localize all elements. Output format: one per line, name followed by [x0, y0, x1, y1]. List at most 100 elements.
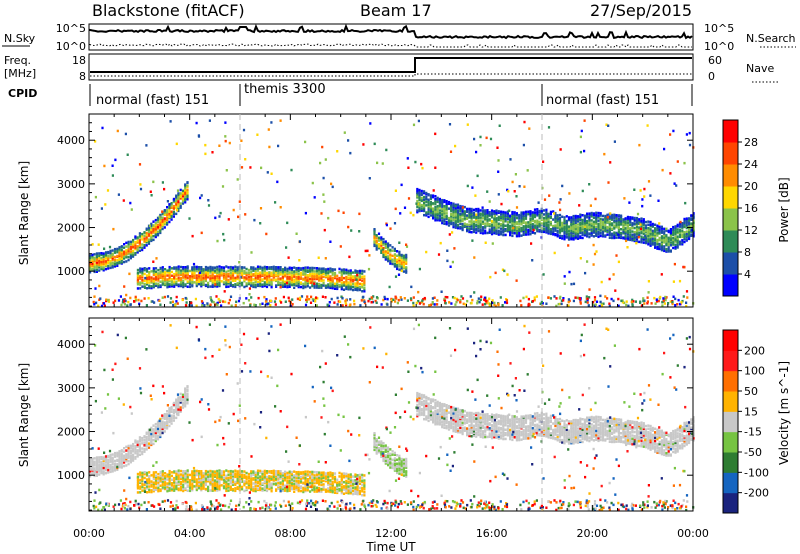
data-cell [416, 205, 419, 209]
data-cell [318, 282, 321, 286]
data-cell [599, 232, 602, 235]
data-cell [456, 226, 460, 230]
data-cell [656, 228, 659, 231]
data-cell [129, 256, 132, 260]
data-cell [558, 213, 562, 217]
data-cell [658, 247, 661, 251]
data-cell [576, 296, 579, 300]
data-cell [581, 229, 584, 232]
data-cell [597, 219, 600, 222]
data-cell [322, 275, 325, 279]
data-cell [243, 279, 246, 283]
data-cell [452, 218, 455, 222]
data-cell [202, 472, 205, 475]
data-cell [310, 281, 313, 284]
data-cell [152, 435, 155, 438]
data-cell [656, 243, 659, 246]
data-cell [296, 297, 299, 301]
data-cell [677, 298, 680, 302]
data-cell [543, 218, 546, 221]
data-cell [635, 229, 639, 233]
data-cell [129, 449, 132, 453]
data-cell [588, 296, 591, 299]
data-cell [288, 275, 291, 279]
data-cell [681, 222, 684, 225]
data-cell [692, 215, 695, 219]
data-cell [89, 266, 92, 269]
data-cell [100, 253, 103, 256]
data-cell [380, 249, 383, 252]
ytick-label: 4000 [57, 134, 85, 147]
data-cell [184, 183, 187, 186]
data-cell [522, 218, 525, 221]
data-cell [671, 300, 674, 304]
data-cell [290, 168, 293, 172]
data-cell [396, 260, 399, 263]
data-cell [175, 194, 178, 197]
data-cell [113, 262, 117, 265]
data-cell [423, 213, 426, 217]
data-cell [209, 285, 212, 288]
data-cell [688, 237, 691, 241]
data-cell [150, 437, 153, 441]
data-cell [511, 212, 514, 215]
data-cell [132, 238, 135, 242]
data-cell [200, 470, 203, 473]
data-cell [179, 188, 182, 192]
data-cell [382, 246, 385, 250]
data-cell [685, 301, 688, 304]
data-cell [606, 297, 609, 300]
data-cell [259, 283, 262, 287]
data-cell [186, 195, 189, 199]
data-cell [182, 266, 185, 269]
data-cell [667, 302, 670, 305]
data-cell [286, 277, 289, 280]
data-cell [209, 265, 212, 269]
data-cell [254, 271, 257, 274]
data-cell [191, 266, 194, 269]
data-cell [123, 300, 126, 303]
data-cell [211, 273, 214, 276]
data-cell [471, 186, 474, 189]
data-cell [663, 249, 666, 253]
data-cell [143, 450, 146, 453]
data-cell [654, 235, 657, 239]
data-cell [454, 224, 457, 228]
data-cell [216, 265, 219, 269]
data-cell [290, 280, 293, 283]
data-cell [685, 220, 688, 223]
data-cell [265, 480, 269, 483]
data-cell [635, 241, 638, 245]
data-cell [107, 267, 110, 270]
data-cell [166, 420, 169, 424]
data-cell [179, 480, 183, 484]
data-cell [161, 212, 164, 216]
data-cell [117, 299, 121, 302]
data-cell [387, 255, 390, 258]
data-cell [204, 283, 207, 287]
data-cell [565, 235, 568, 238]
data-cell [518, 217, 521, 220]
data-cell [129, 240, 132, 244]
data-cell [565, 231, 568, 234]
data-cell [141, 269, 144, 272]
data-cell [454, 226, 457, 229]
data-cell [463, 222, 466, 225]
data-cell [150, 233, 153, 237]
data-cell [313, 284, 316, 287]
data-cell [113, 462, 117, 466]
data-cell [290, 268, 293, 271]
data-cell [647, 220, 650, 223]
colorbar-tick-label: 24 [744, 158, 758, 171]
data-cell [524, 212, 528, 216]
data-cell [581, 236, 584, 240]
data-cell [284, 280, 287, 283]
data-cell [683, 217, 686, 221]
data-cell [166, 417, 169, 420]
data-cell [204, 274, 207, 277]
data-cell [339, 245, 342, 248]
data-cell [120, 449, 123, 452]
data-cell [138, 236, 141, 239]
data-cell [472, 211, 475, 215]
data-cell [286, 278, 289, 282]
